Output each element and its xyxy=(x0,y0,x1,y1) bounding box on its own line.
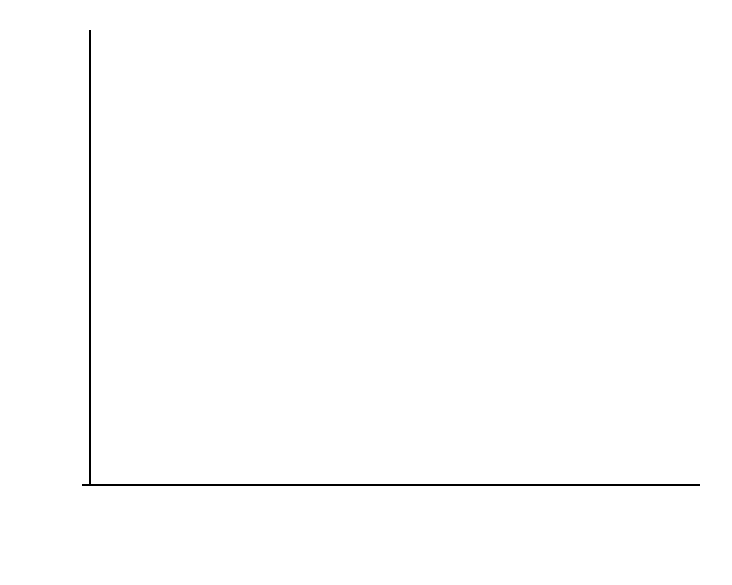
chart-container xyxy=(0,0,732,585)
chart-background xyxy=(0,0,732,585)
bar-chart-svg xyxy=(0,0,732,585)
